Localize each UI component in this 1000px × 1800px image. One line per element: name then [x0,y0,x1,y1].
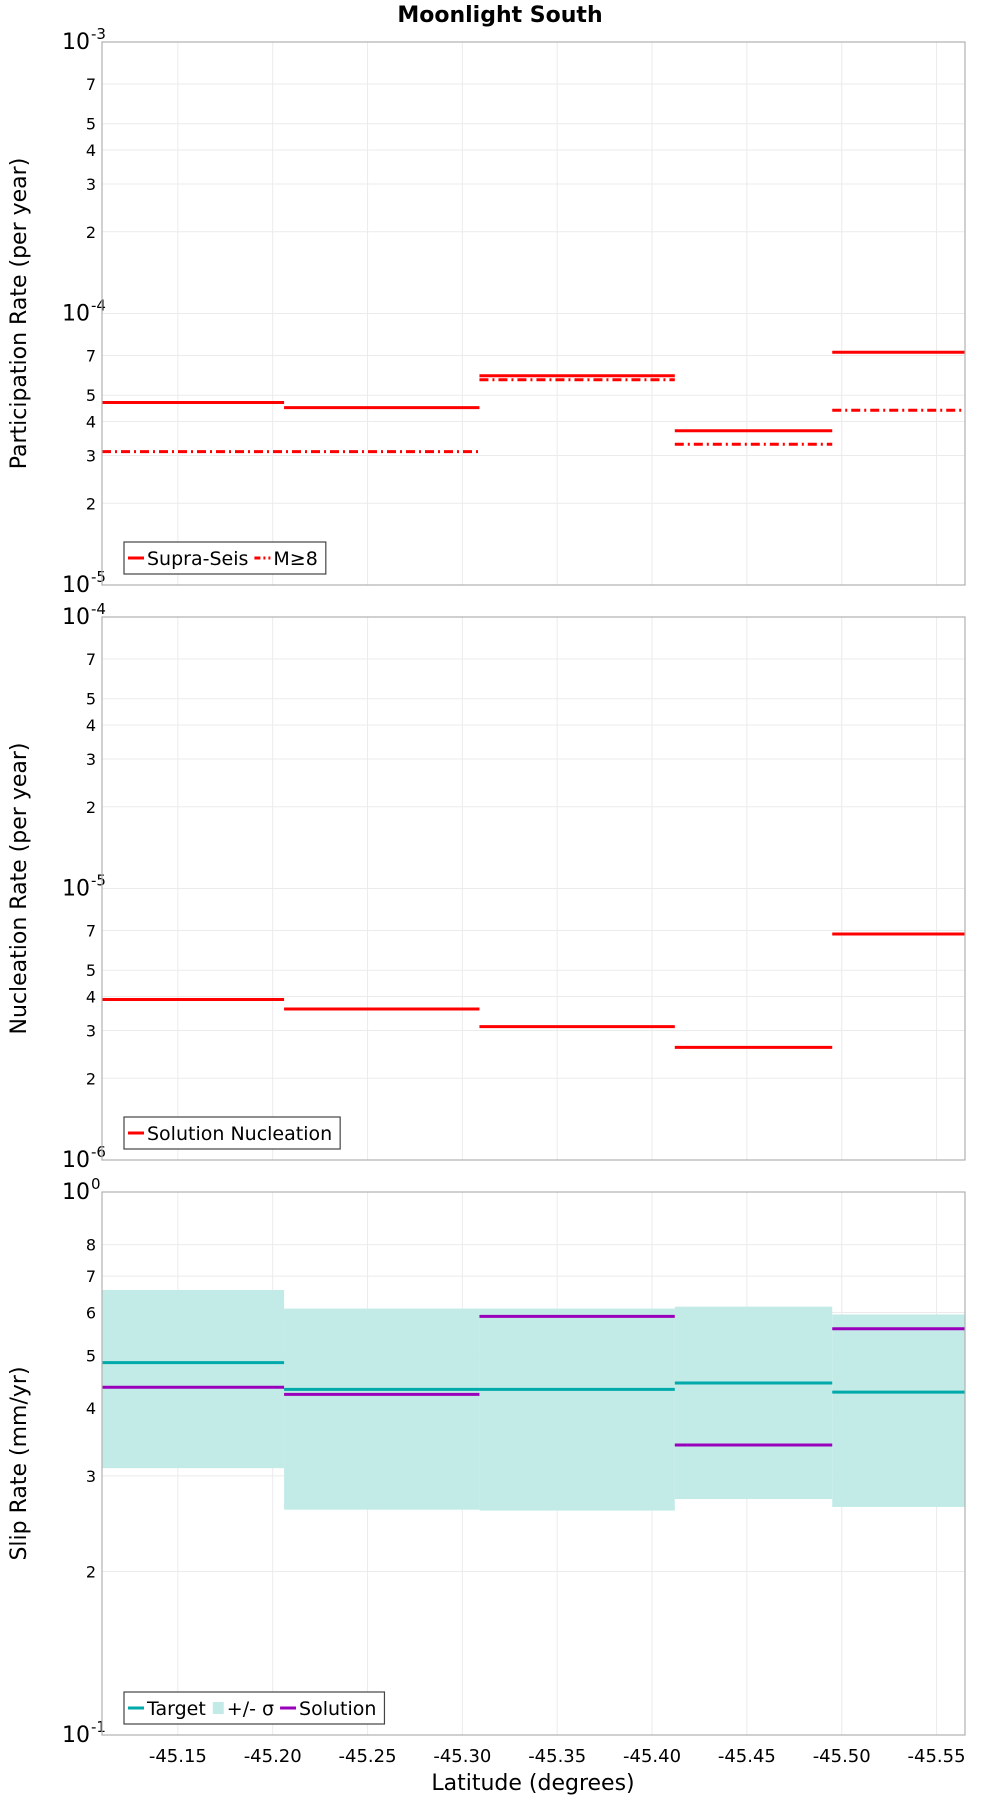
y-tick-decade-label: 10 [62,605,90,630]
legend-label: +/- σ [227,1698,274,1720]
legend-swatch [212,1702,224,1714]
y-tick-label: 3 [86,446,96,465]
legend-box [123,1116,341,1150]
x-tick-label: -45.50 [813,1746,871,1767]
x-axis-ticks: -45.15 -45.20 -45.25 -45.30 -45.35 -45.40 -45.… [149,1746,966,1767]
x-tick-label: -45.35 [528,1746,586,1767]
y-tick-label: 5 [86,690,96,709]
y-tick-decade-label: 10 [62,877,90,902]
y-tick-label: 4 [86,141,96,160]
y-tick-label: 5 [86,115,96,134]
y-tick-label: 2 [86,798,96,817]
x-tick-label: -45.30 [433,1746,491,1767]
y-tick-exponent: -1 [91,1718,106,1736]
y-tick-label: 2 [86,223,96,242]
x-tick-label: -45.40 [623,1746,681,1767]
x-tick-label: -45.15 [149,1746,207,1767]
y-tick-label: 3 [86,750,96,769]
x-tick-label: -45.45 [718,1746,776,1767]
y-tick-label: 7 [86,347,96,366]
y-tick-label: 2 [86,1563,96,1582]
y-tick-decade-label: 10 [62,573,90,598]
sigma-band [479,1308,675,1511]
legend-label: Solution [299,1698,376,1720]
y-tick-label: 2 [86,494,96,513]
y-tick-label: 7 [86,1267,96,1286]
y-tick-label: 7 [86,650,96,669]
y-tick-label: 5 [86,1346,96,1365]
legend-label: M≥8 [273,548,317,570]
y-tick-label: 8 [86,1236,96,1255]
y-tick-label: 5 [86,961,96,980]
chart-title: Moonlight South [397,3,602,28]
legend-label: Solution Nucleation [147,1123,332,1145]
sigma-band [284,1308,480,1510]
x-axis-label: Latitude (degrees) [431,1771,634,1796]
y-tick-exponent: -4 [91,600,106,618]
sigma-band [832,1314,965,1507]
legend-label: Target [146,1698,206,1720]
y-tick-label: 6 [86,1303,96,1322]
x-tick-label: -45.55 [908,1746,966,1767]
y-tick-exponent: -3 [91,25,106,43]
legend: Target +/- σ Solution [123,1691,386,1725]
y-tick-label: 4 [86,413,96,432]
y-axis-label: Slip Rate (mm/yr) [7,1366,32,1560]
y-tick-decade-label: 10 [62,30,90,55]
y-axis-label: Participation Rate (per year) [7,158,32,470]
y-tick-label: 3 [86,175,96,194]
plot-frame [101,1191,966,1736]
y-tick-exponent: -4 [91,297,106,315]
y-tick-label: 2 [86,1069,96,1088]
y-tick-decade-label: 10 [62,1180,90,1205]
y-tick-label: 4 [86,988,96,1007]
y-tick-exponent: 0 [91,1175,101,1193]
y-tick-decade-label: 10 [62,302,90,327]
legend: Supra-Seis M≥8 [123,541,327,575]
y-tick-label: 3 [86,1467,96,1486]
y-tick-exponent: -5 [91,568,106,586]
y-tick-label: 7 [86,75,96,94]
y-tick-exponent: -5 [91,872,106,890]
sigma-band [674,1306,833,1500]
plot-frame [101,41,966,586]
legend-box [123,541,327,575]
y-tick-label: 4 [86,1399,96,1418]
y-axis-label: Nucleation Rate (per year) [7,743,32,1035]
y-tick-label: 5 [86,386,96,405]
y-tick-label: 4 [86,716,96,735]
sigma-band [102,1289,285,1469]
x-tick-label: -45.25 [339,1746,397,1767]
y-tick-label: 3 [86,1021,96,1040]
x-tick-label: -45.20 [244,1746,302,1767]
legend-box [123,1691,386,1725]
plot-frame [101,616,966,1161]
y-tick-decade-label: 10 [62,1723,90,1748]
legend: Solution Nucleation [123,1116,341,1150]
y-tick-exponent: -6 [91,1143,106,1161]
y-tick-decade-label: 10 [62,1148,90,1173]
legend-label: Supra-Seis [147,548,248,570]
y-tick-label: 7 [86,922,96,941]
